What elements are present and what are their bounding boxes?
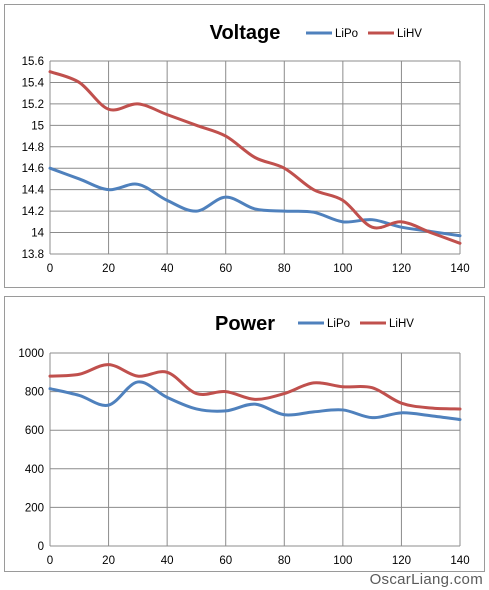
power-x-tick-label: 100 bbox=[333, 555, 352, 567]
power-x-tick-label: 140 bbox=[450, 555, 469, 567]
voltage-x-tick-label: 60 bbox=[219, 263, 232, 275]
voltage-x-tick-label: 140 bbox=[450, 263, 469, 275]
voltage-y-tick-label: 14 bbox=[31, 228, 44, 240]
voltage-x-tick-label: 120 bbox=[392, 263, 411, 275]
voltage-y-tick-label: 14.6 bbox=[22, 163, 44, 175]
voltage-y-tick-label: 14.4 bbox=[22, 185, 45, 197]
voltage-gridlines bbox=[49, 60, 461, 255]
power-series-line-lipo bbox=[48, 380, 462, 422]
power-x-tick-label: 0 bbox=[47, 555, 53, 567]
power-chart: 0 200 400 600 800 1000 0 20 40 60 80 100 120 140 Power… bbox=[18, 313, 469, 567]
voltage-y-tick-label: 14.8 bbox=[22, 142, 44, 154]
voltage-chart-title: Voltage bbox=[210, 22, 281, 44]
voltage-x-tick-label: 80 bbox=[278, 263, 291, 275]
power-series-line-lihv bbox=[48, 363, 462, 411]
voltage-y-tick-label: 14.2 bbox=[22, 206, 44, 218]
power-legend-label-lipo: LiPo bbox=[327, 318, 350, 330]
power-legend-label-lihv: LiHV bbox=[389, 318, 414, 330]
power-y-tick-label: 0 bbox=[38, 541, 44, 553]
power-chart-title: Power bbox=[215, 313, 275, 335]
voltage-y-tick-label: 15.2 bbox=[22, 99, 44, 111]
voltage-legend-label-lipo: LiPo bbox=[335, 28, 358, 40]
power-y-tick-label: 400 bbox=[25, 464, 44, 476]
power-gridlines bbox=[49, 352, 461, 547]
voltage-legend-item-lipo: LiPo bbox=[306, 28, 358, 40]
power-y-tick-label: 800 bbox=[25, 387, 44, 399]
watermark-text: OscarLiang.com bbox=[369, 571, 483, 588]
power-y-tick-label: 200 bbox=[25, 502, 44, 514]
power-x-tick-label: 40 bbox=[161, 555, 174, 567]
power-x-tick-label: 80 bbox=[278, 555, 291, 567]
voltage-x-tick-label: 40 bbox=[161, 263, 174, 275]
power-legend-item-lipo: LiPo bbox=[298, 318, 350, 330]
voltage-legend-label-lihv: LiHV bbox=[397, 28, 422, 40]
voltage-series-line-lipo bbox=[48, 166, 462, 238]
power-x-tick-label: 20 bbox=[102, 555, 115, 567]
power-legend-item-lihv: LiHV bbox=[360, 318, 414, 330]
voltage-x-tick-label: 20 bbox=[102, 263, 115, 275]
voltage-x-tick-label: 0 bbox=[47, 263, 53, 275]
power-y-tick-label: 600 bbox=[25, 425, 44, 437]
voltage-legend-item-lihv: LiHV bbox=[368, 28, 422, 40]
voltage-y-tick-label: 15.6 bbox=[22, 56, 44, 68]
power-x-tick-label: 60 bbox=[219, 555, 232, 567]
voltage-y-tick-label: 15 bbox=[31, 120, 44, 132]
voltage-y-tick-label: 15.4 bbox=[22, 77, 45, 89]
voltage-x-tick-label: 100 bbox=[333, 263, 352, 275]
voltage-y-tick-label: 13.8 bbox=[22, 249, 44, 261]
voltage-chart: 13.8 14 14.2 14.4 14.6 14.8 15 15.2 15.4 15.6 0 20 4… bbox=[22, 22, 470, 275]
voltage-series-line-lihv bbox=[48, 70, 462, 245]
voltage-chart-panel: 13.8 14 14.2 14.4 14.6 14.8 15 15.2 15.4 15.6 0 20 4… bbox=[4, 4, 485, 288]
power-chart-panel: 0 200 400 600 800 1000 0 20 40 60 80 100 120 140 Power… bbox=[4, 296, 485, 572]
power-x-tick-label: 120 bbox=[392, 555, 411, 567]
power-y-tick-label: 1000 bbox=[18, 348, 44, 360]
